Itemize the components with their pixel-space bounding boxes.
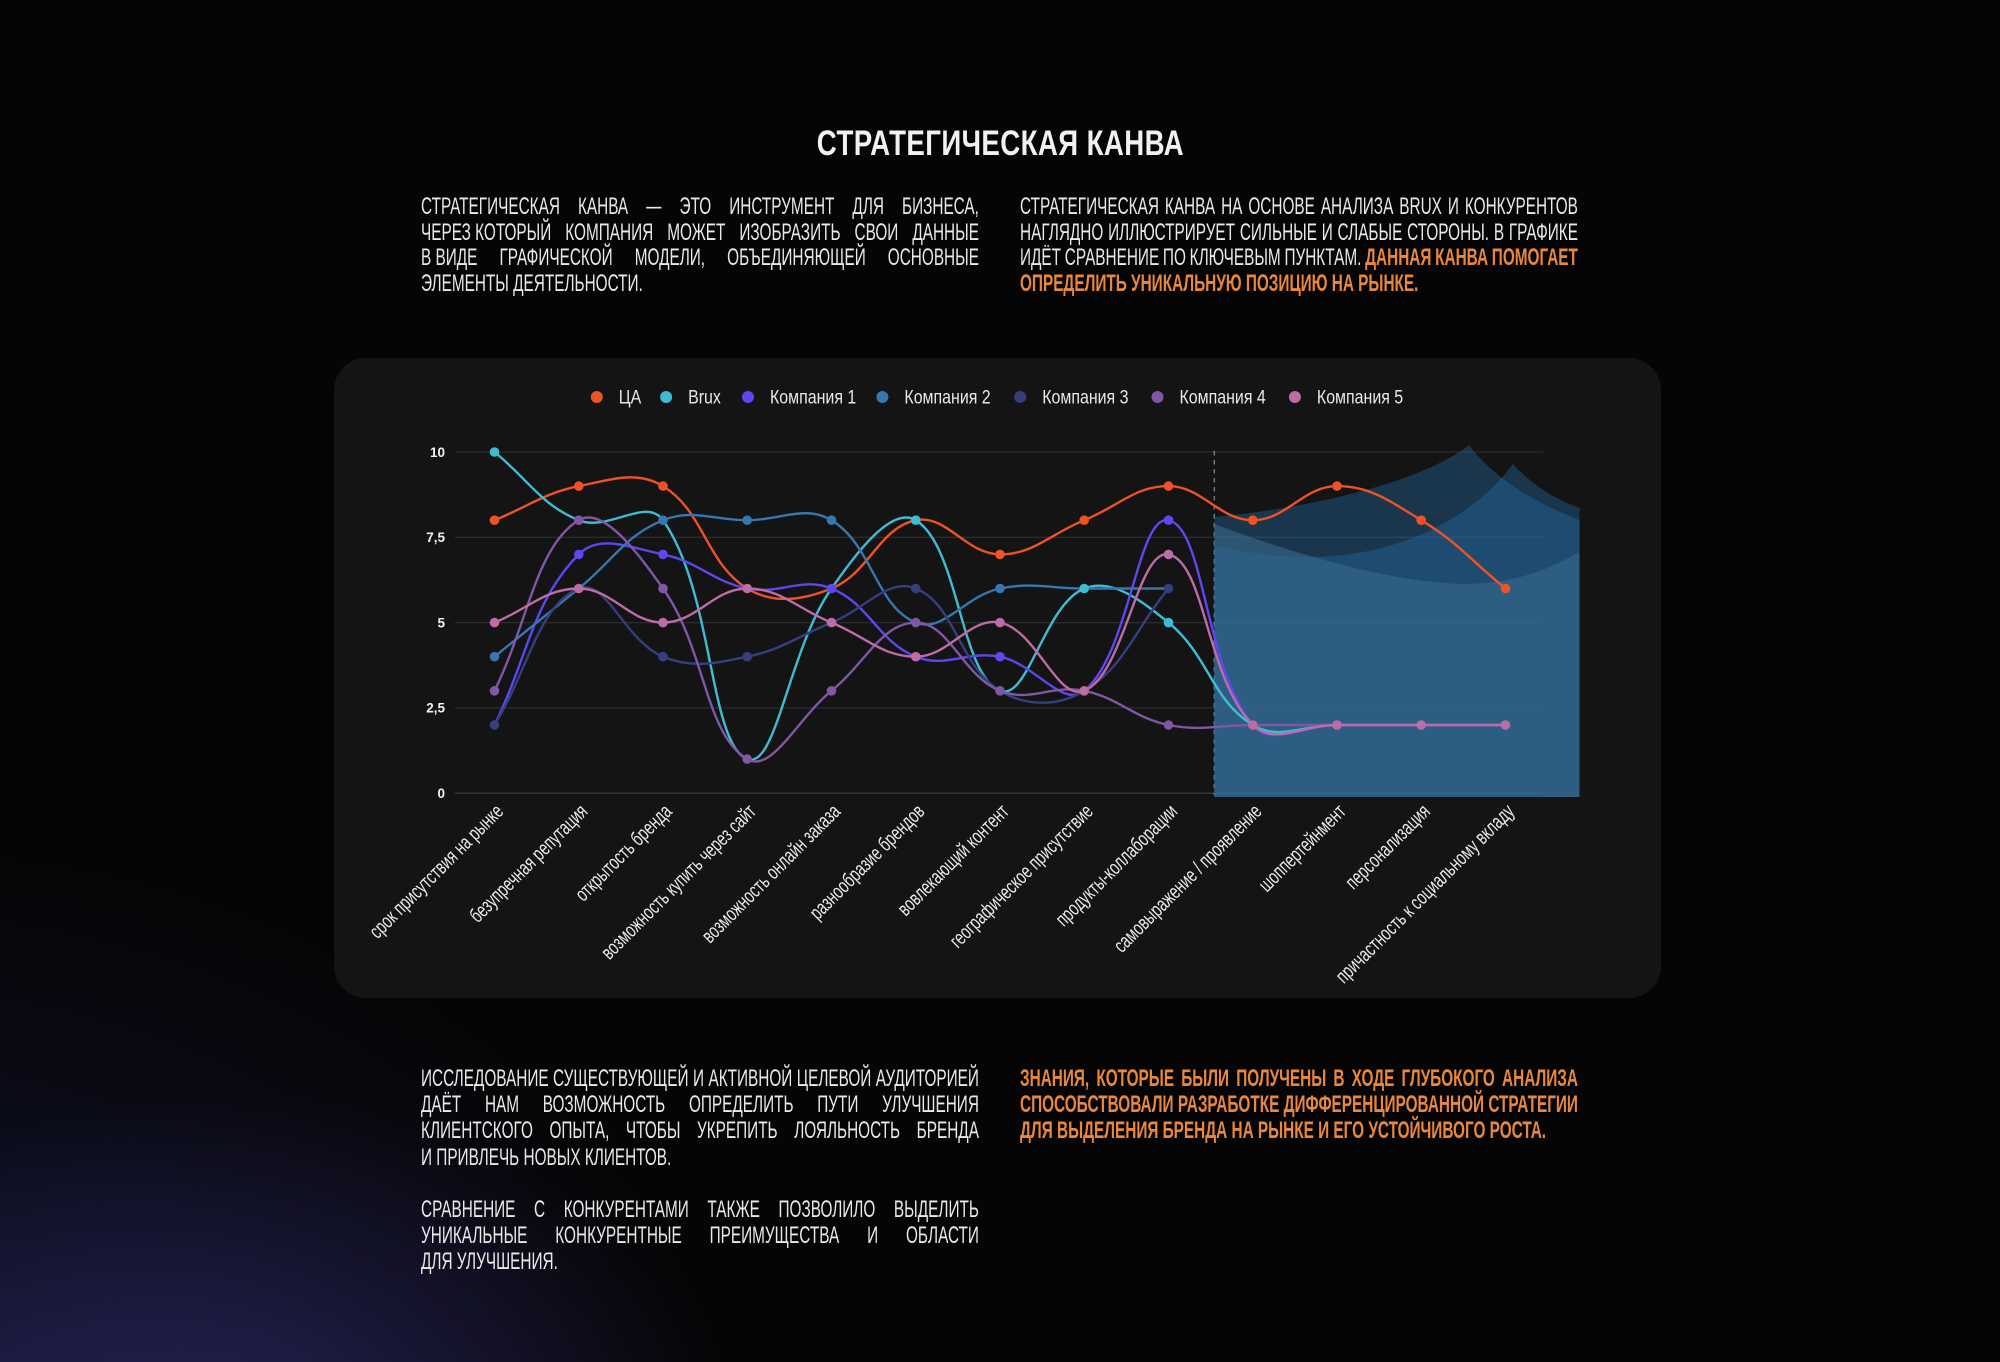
svg-text:Компания 5: Компания 5: [1317, 386, 1404, 408]
svg-text:самовыражение / проявление: самовыражение / проявление: [1109, 800, 1266, 957]
svg-text:географическое присутствие: географическое присутствие: [945, 800, 1098, 953]
svg-text:Brux: Brux: [688, 386, 721, 408]
svg-text:персонализация: персонализация: [1340, 800, 1434, 894]
svg-text:Компания 3: Компания 3: [1042, 386, 1128, 408]
svg-text:ЦА: ЦА: [619, 386, 642, 408]
svg-text:возможность онлайн заказа: возможность онлайн заказа: [697, 800, 845, 948]
svg-text:2,5: 2,5: [426, 701, 445, 716]
svg-text:10: 10: [430, 445, 445, 460]
svg-text:возможность купить через сайт: возможность купить через сайт: [596, 800, 760, 964]
svg-text:шоппертейнмент: шоппертейнмент: [1254, 800, 1351, 897]
svg-text:Компания 1: Компания 1: [770, 386, 856, 408]
svg-text:7,5: 7,5: [426, 530, 445, 545]
svg-text:5: 5: [437, 615, 445, 630]
svg-text:0: 0: [437, 786, 445, 801]
svg-text:Компания 4: Компания 4: [1180, 386, 1267, 408]
svg-text:Компания 2: Компания 2: [904, 386, 990, 408]
svg-text:причастность к социальному вкл: причастность к социальному вкладу: [1331, 800, 1519, 988]
